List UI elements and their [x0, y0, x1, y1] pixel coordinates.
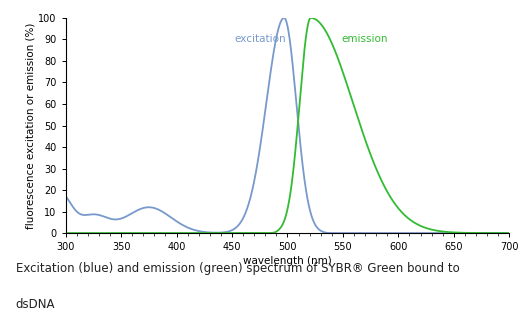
Text: Excitation (blue) and emission (green) spectrum of SYBR® Green bound to: Excitation (blue) and emission (green) s…: [16, 262, 459, 275]
Text: dsDNA: dsDNA: [16, 298, 55, 311]
Y-axis label: fluorescence excitation or emission (%): fluorescence excitation or emission (%): [25, 22, 36, 229]
Text: excitation: excitation: [234, 34, 286, 44]
X-axis label: wavelength (nm): wavelength (nm): [243, 256, 332, 266]
Text: emission: emission: [342, 34, 388, 44]
